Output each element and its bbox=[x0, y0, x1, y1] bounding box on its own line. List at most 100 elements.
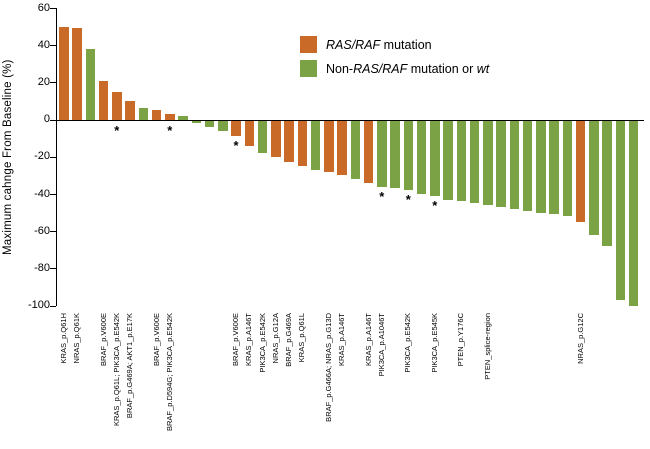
x-axis-label: BRAF_p.G469A bbox=[284, 312, 293, 367]
x-axis-label: NRAS_p.G12C bbox=[575, 312, 585, 364]
x-axis-label: PTEN_splice-region bbox=[482, 312, 492, 380]
y-tick-mark bbox=[50, 119, 56, 121]
bar bbox=[469, 119, 480, 204]
y-tick-mark bbox=[50, 82, 56, 84]
bar bbox=[125, 101, 135, 120]
significance-asterisk: * bbox=[379, 188, 385, 204]
bar bbox=[337, 119, 347, 176]
x-axis-label: KRAS_p.A146T bbox=[337, 312, 346, 366]
x-axis-label: KRAS_p.Q61L bbox=[297, 312, 307, 362]
bar bbox=[98, 80, 109, 120]
bar bbox=[310, 119, 321, 170]
bar bbox=[297, 119, 307, 167]
bar bbox=[430, 119, 440, 196]
bar bbox=[536, 119, 546, 213]
x-axis-label: PIK3CA_p.E542K bbox=[403, 312, 413, 373]
y-tick-label: -40 bbox=[34, 187, 50, 200]
y-tick-mark bbox=[50, 305, 56, 307]
y-axis-title: Maximum cahnge From Baseline (%) bbox=[2, 59, 14, 255]
bar bbox=[377, 119, 387, 187]
x-axis-label: BRAF_p.G466A; NRAS_p.G13D bbox=[323, 312, 333, 422]
bar bbox=[231, 119, 241, 137]
y-tick-mark bbox=[50, 194, 56, 195]
legend: RAS/RAF mutation Non-RAS/RAF mutation or… bbox=[300, 36, 489, 84]
bar bbox=[85, 48, 95, 120]
bar bbox=[416, 119, 427, 194]
legend-label-non-pre: Non- bbox=[326, 61, 354, 76]
bar bbox=[178, 115, 188, 120]
bar bbox=[257, 119, 268, 154]
bar bbox=[191, 119, 201, 124]
legend-item-non-ras-raf: Non-RAS/RAF mutation or wt bbox=[300, 60, 489, 77]
significance-asterisk: * bbox=[167, 122, 173, 138]
y-tick-label: -80 bbox=[34, 261, 50, 274]
y-tick-label: 20 bbox=[37, 75, 50, 88]
bar bbox=[496, 119, 506, 207]
bar bbox=[602, 119, 612, 247]
x-axis-label: KRAS_p.Q61H bbox=[58, 312, 68, 364]
bar bbox=[509, 119, 519, 209]
y-axis-line bbox=[56, 8, 57, 306]
x-axis-label: NRAS_p.G12A bbox=[270, 312, 280, 364]
legend-label-non-italic: RAS/RAF bbox=[353, 61, 408, 76]
legend-label-ras-rest: mutation bbox=[380, 37, 432, 52]
legend-label-ras-raf: RAS/RAF mutation bbox=[326, 38, 432, 52]
x-axis-label: BRAF_p.D594G; PIK3CA_p.E542K bbox=[164, 312, 174, 431]
x-axis-label: PIK3CA_p.A1046T bbox=[376, 312, 386, 376]
legend-label-non-wt: wt bbox=[476, 61, 490, 76]
y-tick-mark bbox=[50, 268, 56, 270]
y-tick-label: 0 bbox=[43, 113, 50, 126]
x-axis-label: PIK3CA_p.E545K bbox=[429, 312, 439, 373]
bar bbox=[204, 119, 215, 128]
bar bbox=[350, 119, 360, 180]
bar bbox=[363, 119, 374, 183]
legend-label-non-mid: mutation or bbox=[407, 61, 477, 76]
y-tick-mark bbox=[50, 45, 56, 47]
bar bbox=[483, 119, 493, 206]
significance-asterisk: * bbox=[405, 192, 411, 208]
bar bbox=[284, 119, 294, 163]
y-tick-mark bbox=[50, 8, 56, 9]
y-tick-label: 60 bbox=[37, 1, 50, 14]
x-axis-label: KRAS_p.Q61L; PIK3CA_p.E542K bbox=[111, 312, 121, 426]
bar bbox=[628, 119, 639, 306]
legend-item-ras-raf: RAS/RAF mutation bbox=[300, 36, 489, 53]
bar bbox=[218, 119, 228, 131]
x-axis-label: BRAF_p.V600E bbox=[98, 312, 108, 366]
bar bbox=[112, 91, 122, 120]
bar bbox=[271, 119, 281, 157]
bar bbox=[138, 108, 148, 120]
legend-swatch-ras-raf bbox=[300, 36, 317, 53]
bar bbox=[165, 114, 175, 120]
bar bbox=[575, 119, 586, 222]
bar bbox=[324, 119, 334, 172]
y-tick-mark bbox=[50, 156, 56, 158]
x-axis-label: BRAF_p.V600E bbox=[231, 312, 240, 366]
bar bbox=[59, 26, 69, 120]
y-tick-label: -100 bbox=[27, 299, 50, 312]
bar bbox=[456, 119, 466, 202]
x-axis-label: KRAS_p.A146T bbox=[363, 312, 373, 366]
bar bbox=[72, 28, 82, 120]
y-tick-mark bbox=[50, 231, 56, 233]
significance-asterisk: * bbox=[114, 122, 120, 138]
bar bbox=[522, 119, 533, 211]
legend-label-non-ras-raf: Non-RAS/RAF mutation or wt bbox=[326, 62, 489, 76]
bar bbox=[589, 119, 599, 235]
x-axis-label: PTEN_p.Y176C bbox=[456, 312, 466, 366]
x-axis-label: NRAS_p.Q61K bbox=[72, 312, 81, 364]
bar bbox=[151, 110, 162, 120]
significance-asterisk: * bbox=[432, 197, 438, 213]
x-axis-label: PIK3CA_p.E542K bbox=[257, 312, 267, 373]
x-axis-label: BRAF_p.V600E bbox=[151, 312, 161, 366]
bar bbox=[390, 119, 400, 189]
bar bbox=[443, 119, 453, 200]
legend-label-ras-italic: RAS/RAF bbox=[326, 37, 381, 52]
bar bbox=[549, 119, 559, 215]
x-axis-label: KRAS_p.A146T bbox=[244, 312, 254, 366]
y-tick-label: -20 bbox=[34, 150, 50, 163]
bar bbox=[244, 119, 254, 146]
x-axis-label: BRAF_p.G469A; AKT1_p.E17K bbox=[125, 312, 134, 418]
bar bbox=[615, 119, 625, 300]
